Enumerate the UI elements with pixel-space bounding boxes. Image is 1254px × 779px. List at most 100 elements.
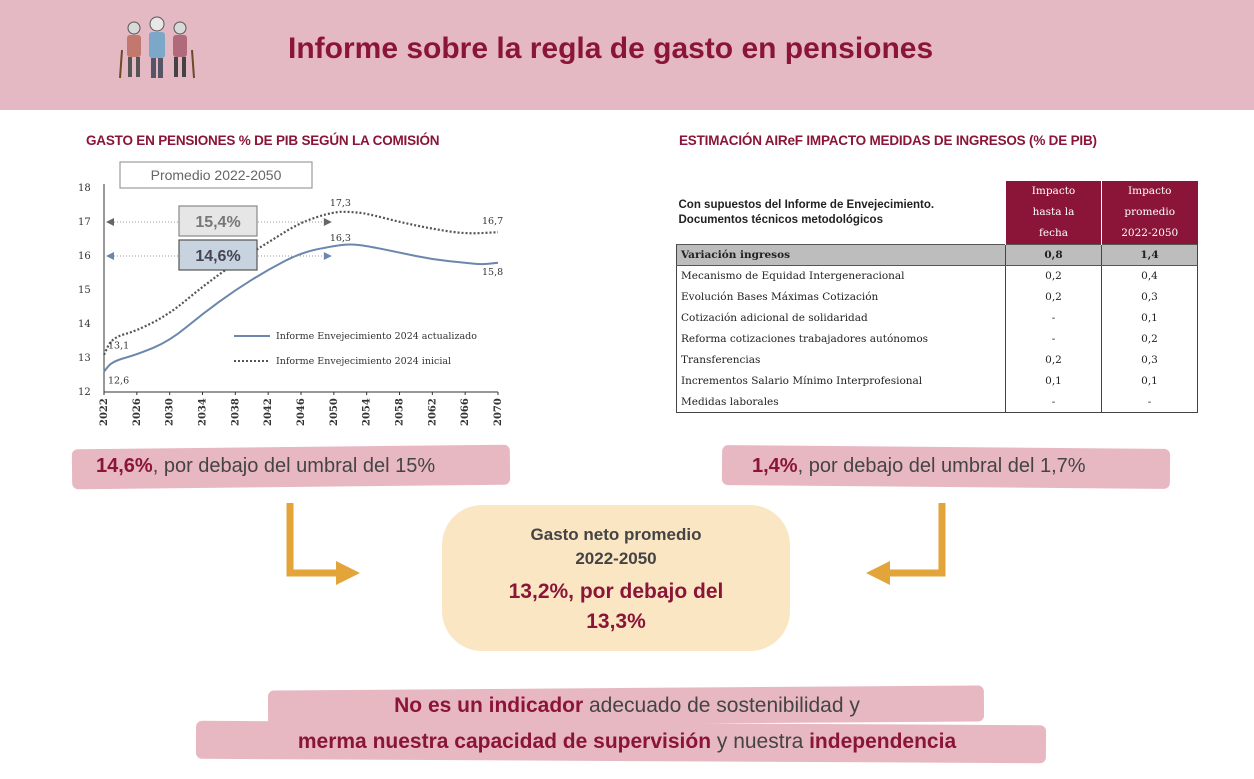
net-spending-line4: 13,3% (586, 610, 646, 633)
row-label: Cotización adicional de solidaridad (676, 307, 1006, 329)
y-tick-label: 13 (78, 353, 91, 364)
net-spending-value: 13,2%, por debajo del 13,3% (442, 577, 790, 637)
right-callout: 1,4%, por debajo del umbral del 1,7% (752, 455, 1086, 478)
y-tick-label: 15 (78, 285, 91, 296)
elderly-people-icon (119, 16, 195, 79)
average-arrow-left (106, 252, 114, 260)
row-label: Transferencias (676, 349, 1006, 371)
left-callout-text: , por debajo del umbral del 15% (152, 455, 436, 477)
net-spending-heading: Gasto neto promedio 2022-2050 (442, 523, 790, 571)
y-tick-label: 14 (78, 319, 91, 330)
row-label: Mecanismo de Equidad Intergeneracional (676, 265, 1006, 287)
average-value-box (178, 205, 258, 237)
right-arrow-icon (888, 503, 946, 577)
conclusion-line2: merma nuestra capacidad de supervisión y… (0, 725, 1254, 759)
table-row: Cotización adicional de solidaridad - 0,… (676, 307, 1198, 329)
row-value-average: - (1101, 391, 1198, 413)
y-tick-label: 16 (78, 251, 91, 262)
row-value-to-date: - (1005, 328, 1102, 350)
left-callout: 14,6%, por debajo del umbral del 15% (96, 455, 435, 478)
net-spending-line2: 2022-2050 (575, 549, 657, 568)
row-value-average: 0,3 (1101, 286, 1198, 308)
average-arrow-left (106, 218, 114, 226)
average-value: 15,4% (195, 214, 240, 231)
net-spending-box: Gasto neto promedio 2022-2050 13,2%, por… (442, 505, 790, 651)
average-arrow-right (323, 218, 332, 226)
row-value-average: 0,1 (1101, 370, 1198, 392)
legend-label: Informe Envejecimiento 2024 inicial (276, 356, 451, 367)
row-value-average: 1,4 (1101, 244, 1198, 266)
x-tick-label: 2058 (395, 398, 406, 426)
row-value-to-date: - (1005, 307, 1102, 329)
x-tick-label: 2050 (329, 398, 340, 426)
row-label: Medidas laborales (676, 391, 1006, 413)
table-row: Evolución Bases Máximas Cotización 0,2 0… (676, 286, 1198, 308)
x-tick-label: 2070 (493, 398, 504, 426)
data-label: 15,8 (482, 267, 503, 278)
col2-line: promedio (1124, 206, 1176, 218)
data-label: 16,7 (482, 216, 503, 227)
table-row: Medidas laborales - - (676, 391, 1198, 413)
row-value-average: 0,4 (1101, 265, 1198, 287)
series-line-1 (103, 243, 499, 373)
row-value-to-date: 0,8 (1005, 244, 1102, 266)
col1-line: fecha (1038, 227, 1068, 239)
x-tick-label: 2030 (165, 398, 176, 426)
column-header-average: Impacto promedio 2022-2050 (1101, 181, 1198, 245)
table-section-title: ESTIMACIÓN AIReF IMPACTO MEDIDAS DE INGR… (679, 133, 1097, 148)
col2-line: 2022-2050 (1121, 227, 1179, 239)
table-row: Variación ingresos 0,8 1,4 (676, 244, 1198, 266)
col1-line: Impacto (1031, 185, 1076, 197)
row-value-average: 0,1 (1101, 307, 1198, 329)
x-tick-label: 2034 (198, 398, 209, 426)
left-arrow-icon (286, 503, 338, 577)
net-spending-line3: 13,2%, por debajo del (508, 580, 724, 603)
conclusion-bold-3: independencia (809, 730, 957, 753)
data-label: 13,1 (108, 341, 129, 352)
data-label: 17,3 (330, 198, 351, 209)
conclusion-bold-1: No es un indicador (394, 694, 584, 717)
col1-line: hasta la (1032, 206, 1075, 218)
net-spending-line1: Gasto neto promedio (530, 525, 702, 544)
page-title: Informe sobre la regla de gasto en pensi… (288, 32, 934, 65)
left-callout-value: 14,6% (96, 455, 153, 477)
average-title-box (119, 161, 313, 189)
data-label: 16,3 (330, 233, 351, 244)
right-callout-value: 1,4% (752, 455, 798, 477)
row-label: Reforma cotizaciones trabajadores autóno… (676, 328, 1006, 350)
right-callout-text: , por debajo del umbral del 1,7% (797, 455, 1086, 477)
x-tick-label: 2054 (362, 398, 373, 426)
right-arrowhead-icon (866, 561, 890, 585)
row-value-average: 0,3 (1101, 349, 1198, 371)
x-tick-label: 2038 (230, 398, 241, 426)
pension-spending-chart: 12 13 14 15 16 17 18 2022 2026 2030 2034 2038 2042 20… (78, 161, 504, 426)
row-value-to-date: 0,2 (1005, 265, 1102, 287)
row-value-average: 0,2 (1101, 328, 1198, 350)
conclusion-text-2: y nuestra (711, 730, 810, 753)
average-value-box (178, 239, 258, 271)
table-header-line2: Documentos técnicos metodológicos (678, 213, 883, 226)
x-tick-label: 2066 (460, 398, 471, 426)
table-row: Mecanismo de Equidad Intergeneracional 0… (676, 265, 1198, 287)
row-label: Incrementos Salario Mínimo Interprofesio… (676, 370, 1006, 392)
row-value-to-date: 0,2 (1005, 286, 1102, 308)
x-tick-label: 2026 (132, 398, 143, 426)
conclusion-text-1: adecuado de sostenibilidad y (583, 694, 860, 717)
data-label: 12,6 (108, 376, 129, 387)
y-tick-label: 17 (78, 217, 91, 228)
x-tick-label: 2046 (296, 398, 307, 426)
row-value-to-date: 0,1 (1005, 370, 1102, 392)
table-row: Transferencias 0,2 0,3 (676, 349, 1198, 371)
row-label: Evolución Bases Máximas Cotización (676, 286, 1006, 308)
row-value-to-date: 0,2 (1005, 349, 1102, 371)
col2-line: Impacto (1127, 185, 1172, 197)
x-tick-label: 2022 (99, 398, 110, 426)
row-label: Variación ingresos (676, 244, 1006, 266)
table-row: Incrementos Salario Mínimo Interprofesio… (676, 370, 1198, 392)
average-title: Promedio 2022-2050 (151, 167, 282, 183)
table-header-line1: Con supuestos del Informe de Envejecimie… (678, 198, 935, 211)
left-arrowhead-icon (336, 561, 360, 585)
row-value-to-date: - (1005, 391, 1102, 413)
conclusion-line1: No es un indicador adecuado de sostenibi… (0, 689, 1254, 723)
conclusion-bold-2: merma nuestra capacidad de supervisión (297, 730, 712, 753)
